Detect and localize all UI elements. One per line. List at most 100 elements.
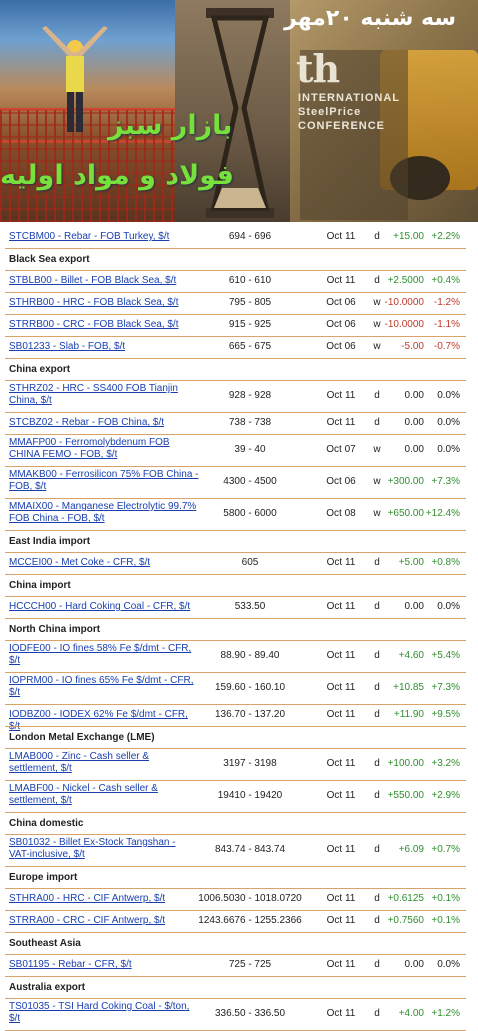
assessment-date: Oct 11 — [326, 790, 356, 801]
instrument-link[interactable]: SB01233 - Slab - FOB, $/t — [9, 341, 126, 352]
price-row: IOPRM00 - IO fines 65% Fe $/dmt - CFR, $… — [0, 672, 478, 704]
period-indicator: w — [373, 297, 381, 308]
percent-change: -1.2% — [433, 297, 460, 308]
assessment-date: Oct 11 — [326, 959, 356, 970]
instrument-link[interactable]: MMAIX00 - Manganese Electrolytic 99.7% F… — [9, 501, 197, 524]
instrument-link[interactable]: STBLB00 - Billet - FOB Black Sea, $/t — [9, 275, 177, 286]
price-range: 843.74 - 843.74 — [214, 844, 286, 855]
row-divider — [5, 336, 466, 337]
price-row: STHRA00 - HRC - CIF Antwerp, $/t 1006.503… — [0, 888, 478, 910]
price-range: 3197 - 3198 — [223, 758, 277, 769]
row-divider — [5, 466, 466, 467]
price-row: STRRB00 - CRC - FOB Black Sea, $/t 915 - … — [0, 314, 478, 336]
row-divider — [5, 412, 466, 413]
assessment-date: Oct 11 — [326, 275, 356, 286]
instrument-link[interactable]: STRRB00 - CRC - FOB Black Sea, $/t — [9, 319, 179, 330]
period-indicator: w — [373, 476, 381, 487]
period-indicator: d — [374, 275, 380, 286]
row-divider — [5, 932, 466, 933]
instrument-link[interactable]: STHRA00 - HRC - CIF Antwerp, $/t — [9, 893, 166, 904]
instrument-link[interactable]: LMABF00 - Nickel - Cash seller & settlem… — [9, 783, 158, 806]
price-row: SB01032 - Billet Ex-Stock Tangshan - VAT… — [0, 834, 478, 866]
price-row: STCBZ02 - Rebar - FOB China, $/t 738 - 73… — [0, 412, 478, 434]
price-row: LMAB000 - Zinc - Cash seller & settlemen… — [0, 748, 478, 780]
price-range: 665 - 675 — [228, 341, 272, 352]
price-change: 0.00 — [404, 390, 424, 401]
assessment-date: Oct 11 — [326, 1008, 356, 1019]
row-divider — [5, 780, 466, 781]
price-row: IODBZ00 - IODEX 62% Fe $/dmt - CFR, $/t 1… — [0, 704, 478, 732]
row-divider — [5, 618, 466, 619]
price-change: +5.00 — [398, 557, 424, 568]
price-row: MMAKB00 - Ferrosilicon 75% FOB China - F… — [0, 466, 478, 498]
header-banner: th INTERNATIONAL SteelPrice CONFERENCE س… — [0, 0, 478, 222]
percent-change: +0.4% — [431, 275, 460, 286]
instrument-link[interactable]: STHRZ02 - HRC - SS400 FOB Tianjin China,… — [9, 383, 178, 406]
row-divider — [5, 976, 466, 977]
percent-change: 0.0% — [437, 444, 460, 455]
assessment-date: Oct 11 — [326, 893, 356, 904]
period-indicator: d — [374, 959, 380, 970]
price-change: 0.00 — [404, 417, 424, 428]
instrument-link[interactable]: MCCEI00 - Met Coke - CFR, $/t — [9, 557, 151, 568]
conference-logo: th — [296, 46, 340, 91]
price-range: 725 - 725 — [228, 959, 272, 970]
instrument-link[interactable]: HCCCH00 - Hard Coking Coal - CFR, $/t — [9, 601, 191, 612]
instrument-link[interactable]: SB01195 - Rebar - CFR, $/t — [9, 959, 132, 970]
price-range: 915 - 925 — [228, 319, 272, 330]
banner-title-steel-raw-materials: فولاد و مواد اولیه — [0, 160, 234, 191]
period-indicator: w — [373, 508, 381, 519]
period-indicator: w — [373, 341, 381, 352]
section-title: China import — [9, 580, 71, 591]
instrument-link[interactable]: IODFE00 - IO fines 58% Fe $/dmt - CFR, $… — [9, 643, 192, 666]
instrument-link[interactable]: IOPRM00 - IO fines 65% Fe $/dmt - CFR, $… — [9, 675, 194, 698]
row-divider — [5, 812, 466, 813]
instrument-link[interactable]: SB01032 - Billet Ex-Stock Tangshan - VAT… — [9, 837, 176, 860]
period-indicator: d — [374, 915, 380, 926]
price-change: +15.00 — [393, 231, 424, 242]
instrument-link[interactable]: MMAFP00 - Ferromolybdenum FOB CHINA FEMO… — [9, 437, 170, 460]
instrument-link[interactable]: STHRB00 - HRC - FOB Black Sea, $/t — [9, 297, 179, 308]
assessment-date: Oct 11 — [326, 709, 356, 720]
banner-date: سه شنبه ۲۰مهر — [284, 6, 456, 31]
percent-change: 0.0% — [437, 417, 460, 428]
row-divider — [5, 998, 466, 999]
section-title: East India import — [9, 536, 91, 547]
section-title: Southeast Asia — [9, 938, 81, 949]
percent-change: +3.2% — [431, 758, 460, 769]
assessment-date: Oct 11 — [326, 231, 356, 242]
percent-change: +0.8% — [431, 557, 460, 568]
period-indicator: d — [374, 709, 380, 720]
instrument-link[interactable]: TS01035 - TSI Hard Coking Coal - $/ton, … — [9, 1001, 190, 1024]
price-range: 605 — [241, 557, 259, 568]
price-range: 88.90 - 89.40 — [220, 650, 280, 661]
instrument-link[interactable]: STCBM00 - Rebar - FOB Turkey, $/t — [9, 231, 170, 242]
row-divider — [5, 314, 466, 315]
percent-change: -1.1% — [433, 319, 460, 330]
price-range: 4300 - 4500 — [223, 476, 277, 487]
instrument-link[interactable]: LMAB000 - Zinc - Cash seller & settlemen… — [9, 751, 150, 774]
price-row: SB01233 - Slab - FOB, $/t 665 - 675 Oct 06… — [0, 336, 478, 358]
price-range: 5800 - 6000 — [223, 508, 277, 519]
row-divider — [5, 866, 466, 867]
section-title: Black Sea export — [9, 254, 90, 265]
price-change: +4.60 — [398, 650, 424, 661]
instrument-link[interactable]: MMAKB00 - Ferrosilicon 75% FOB China - F… — [9, 469, 199, 492]
price-change: -5.00 — [401, 341, 424, 352]
price-row: TS01035 - TSI Hard Coking Coal - $/ton, … — [0, 998, 478, 1030]
row-divider — [5, 910, 466, 911]
period-indicator: d — [374, 390, 380, 401]
instrument-link[interactable]: STCBZ02 - Rebar - FOB China, $/t — [9, 417, 165, 428]
conference-poster — [300, 50, 408, 220]
instrument-link[interactable]: STRRA00 - CRC - CIF Antwerp, $/t — [9, 915, 166, 926]
assessment-date: Oct 06 — [326, 341, 356, 352]
price-range: 19410 - 19420 — [217, 790, 283, 801]
period-indicator: d — [374, 417, 380, 428]
instrument-link[interactable]: IODBZ00 - IODEX 62% Fe $/dmt - CFR, $/t — [9, 709, 188, 732]
assessment-date: Oct 11 — [326, 390, 356, 401]
assessment-date: Oct 06 — [326, 476, 356, 487]
price-change: +550.00 — [387, 790, 424, 801]
price-range: 694 - 696 — [228, 231, 272, 242]
row-divider — [5, 270, 466, 271]
price-row: IODFE00 - IO fines 58% Fe $/dmt - CFR, $… — [0, 640, 478, 672]
